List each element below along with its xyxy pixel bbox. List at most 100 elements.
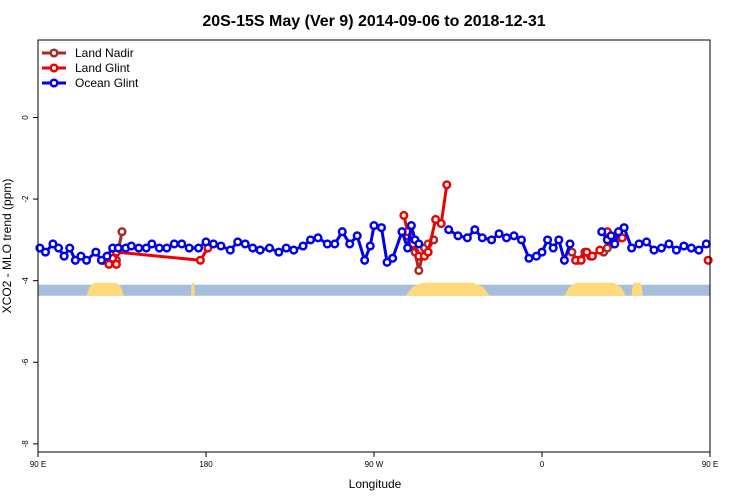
data-point: [369, 221, 379, 231]
legend-swatch-marker: [49, 63, 59, 73]
legend-swatch-marker: [49, 48, 59, 58]
data-point: [649, 245, 659, 255]
data-point: [193, 243, 204, 253]
y-tick-label: 0: [21, 115, 30, 120]
data-point: [494, 229, 504, 239]
data-point: [365, 241, 375, 251]
data-point: [91, 247, 101, 257]
data-point: [113, 243, 123, 253]
legend-label: Land Nadir: [75, 46, 134, 60]
data-point: [397, 227, 407, 237]
legend-swatch-marker: [49, 78, 59, 88]
data-point: [298, 241, 308, 251]
data-point: [501, 233, 512, 243]
data-point: [76, 251, 86, 261]
data-point: [444, 225, 454, 235]
data-point: [225, 245, 235, 255]
data-point: [582, 247, 592, 257]
data-point: [537, 247, 547, 257]
land-segment-1: [191, 282, 195, 296]
data-point: [701, 239, 711, 249]
data-point: [53, 243, 64, 253]
data-point: [345, 239, 355, 249]
data-point: [543, 235, 553, 245]
x-tick-label: 90 W: [365, 460, 384, 469]
y-tick-label: -6: [21, 358, 30, 366]
data-point: [559, 255, 569, 265]
data-point: [117, 227, 127, 237]
data-point: [548, 243, 558, 253]
data-point: [470, 225, 480, 235]
series-land-glint: [98, 180, 713, 269]
data-point: [406, 221, 416, 231]
data-point: [619, 223, 629, 233]
data-point: [414, 239, 424, 249]
data-point: [264, 243, 275, 253]
data-point: [686, 243, 696, 253]
legend-label: Land Glint: [75, 61, 130, 75]
data-point: [48, 239, 58, 249]
data-point: [81, 255, 92, 265]
data-point: [679, 241, 689, 251]
land-segment-2: [405, 282, 490, 296]
data-point: [208, 239, 219, 249]
y-tick-label: -8: [21, 440, 30, 448]
data-point: [462, 233, 472, 243]
data-point: [442, 180, 452, 190]
data-point: [477, 233, 487, 243]
data-point: [154, 243, 164, 253]
data-point: [627, 243, 637, 253]
data-point: [169, 239, 179, 249]
land-segment-3: [564, 282, 626, 296]
y-axis: 0 -2 -4 -6 -8: [21, 115, 38, 448]
data-point: [641, 237, 652, 247]
data-point: [554, 235, 564, 245]
data-point: [147, 239, 157, 249]
x-tick-label: 0: [540, 460, 545, 469]
data-point: [201, 237, 211, 247]
chart-title: 20S-15S May (Ver 9) 2014-09-06 to 2018-1…: [202, 13, 545, 30]
data-point: [671, 245, 681, 255]
data-point: [248, 243, 258, 253]
data-point: [134, 243, 144, 253]
data-point: [162, 243, 172, 253]
series-ocean-glint: [35, 221, 711, 267]
legend-label: Ocean Glint: [75, 76, 139, 90]
data-point: [610, 239, 620, 249]
data-point: [634, 239, 644, 249]
ocean-band: [38, 284, 710, 296]
data-point: [126, 241, 136, 251]
data-point: [274, 247, 284, 257]
data-point: [524, 253, 534, 263]
data-point: [509, 231, 519, 241]
data-point: [613, 227, 624, 237]
data-point: [487, 235, 497, 245]
data-point: [453, 231, 463, 241]
data-point: [587, 251, 597, 261]
data-point: [111, 259, 121, 269]
land-segment-4: [631, 282, 643, 296]
data-point: [281, 243, 291, 253]
data-point: [240, 239, 250, 249]
y-tick-label: -4: [21, 277, 30, 285]
data-point: [656, 243, 667, 253]
land-ocean-band: [38, 282, 710, 296]
data-point: [330, 239, 340, 249]
data-point: [436, 219, 446, 229]
data-point: [195, 255, 205, 265]
data-point: [177, 239, 187, 249]
data-point: [576, 255, 586, 265]
data-point: [360, 255, 370, 265]
data-point: [376, 223, 387, 233]
land-segment-0: [86, 282, 124, 296]
x-axis: 90 E 180 90 W 0 90 E: [30, 452, 718, 469]
data-point: [606, 231, 616, 241]
data-point: [399, 210, 409, 220]
data-point: [102, 251, 112, 261]
data-point: [595, 245, 605, 255]
series-layer: [35, 180, 713, 276]
data-point: [531, 251, 541, 261]
data-point: [617, 233, 627, 243]
